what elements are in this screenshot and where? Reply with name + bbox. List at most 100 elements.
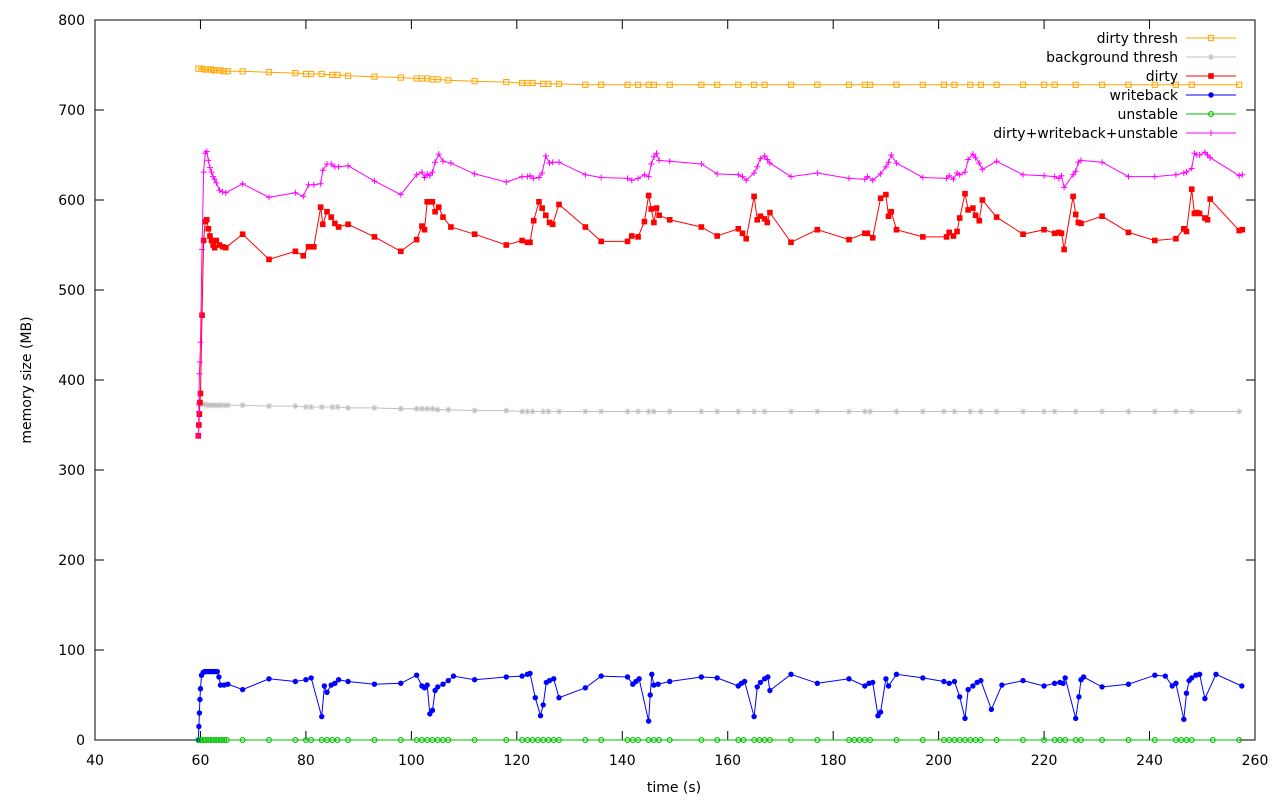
data-point [628, 233, 635, 239]
data-point [954, 228, 960, 235]
legend-entry-writeback: writeback [1110, 88, 1236, 104]
data-point [882, 163, 889, 170]
data-point [308, 70, 315, 78]
x-tick-label: 100 [398, 753, 425, 769]
data-point [1020, 408, 1026, 415]
data-point [814, 737, 821, 743]
data-point [1058, 230, 1065, 237]
data-point [743, 177, 750, 184]
data-point [471, 407, 478, 414]
data-point [1207, 154, 1214, 161]
data-point [200, 237, 207, 244]
data-point [300, 253, 307, 259]
data-point [893, 408, 900, 415]
data-point [1208, 73, 1214, 79]
data-point [1058, 172, 1065, 179]
data-point [754, 217, 761, 223]
data-point [1070, 193, 1076, 200]
data-point [223, 737, 230, 743]
data-point [555, 80, 563, 88]
data-point [211, 402, 218, 409]
data-point [197, 696, 203, 703]
data-point [666, 158, 673, 165]
data-point [1020, 737, 1026, 743]
x-tick-label: 260 [1242, 753, 1269, 769]
data-point [761, 81, 768, 88]
legend-label: dirty+writeback+unstable [993, 126, 1178, 142]
data-point [334, 404, 341, 410]
data-point [471, 231, 478, 237]
data-point [546, 677, 553, 684]
data-point [1041, 226, 1047, 233]
data-point [1239, 226, 1246, 233]
data-point [292, 737, 299, 743]
data-point [266, 737, 272, 743]
data-point [598, 238, 604, 245]
data-point [1188, 408, 1195, 415]
data-point [788, 173, 794, 180]
data-point [788, 671, 794, 677]
data-point [1020, 677, 1026, 684]
data-point [582, 685, 589, 691]
data-point [1051, 173, 1058, 180]
data-point [1055, 175, 1062, 182]
data-point [546, 219, 553, 226]
legend-label: unstable [1118, 107, 1179, 123]
legend-entry-dirty: dirty [1146, 69, 1236, 85]
data-point [196, 723, 202, 730]
y-tick-label: 400 [58, 373, 85, 389]
data-point [432, 159, 439, 166]
data-point [199, 312, 205, 318]
x-tick-label: 60 [192, 753, 210, 769]
data-point [545, 408, 552, 415]
data-point [943, 234, 950, 240]
data-point [527, 239, 533, 246]
data-point [735, 81, 742, 88]
data-point [324, 689, 330, 695]
data-point [310, 181, 317, 188]
data-point [1162, 673, 1169, 679]
data-point [788, 408, 794, 415]
data-point [636, 676, 642, 682]
data-point [332, 220, 338, 227]
data-point [546, 160, 553, 167]
data-point [967, 81, 974, 88]
data-point [450, 673, 457, 679]
data-point [1051, 230, 1058, 237]
data-point [764, 219, 771, 226]
data-point [519, 408, 526, 415]
y-tick-label: 300 [58, 463, 85, 479]
series-dirty-writeback-unstable [195, 148, 1246, 439]
data-point [334, 71, 341, 79]
data-point [445, 737, 452, 743]
data-point [201, 66, 208, 73]
data-point [447, 160, 454, 167]
data-point [650, 153, 657, 160]
data-point [1051, 680, 1058, 686]
data-point [1073, 715, 1079, 722]
data-point [1020, 171, 1026, 178]
data-point [754, 163, 761, 170]
data-point [869, 177, 876, 184]
data-point [666, 737, 673, 743]
data-point [1183, 228, 1190, 235]
data-point [434, 406, 441, 413]
data-point [893, 671, 900, 677]
data-point [211, 176, 218, 183]
data-point [529, 408, 536, 415]
y-tick-label: 600 [58, 193, 85, 209]
data-point [1125, 229, 1132, 236]
data-point [397, 191, 404, 198]
data-point [328, 214, 335, 220]
data-point [207, 233, 213, 239]
legend-entry-unstable: unstable [1118, 107, 1236, 123]
x-axis-label: time (s) [647, 780, 701, 796]
data-point [424, 405, 431, 412]
data-point [714, 675, 720, 681]
data-point [532, 695, 538, 701]
data-point [714, 81, 721, 88]
data-point [867, 737, 874, 743]
data-point [1188, 165, 1195, 172]
data-point [198, 65, 205, 72]
data-point [197, 390, 204, 397]
